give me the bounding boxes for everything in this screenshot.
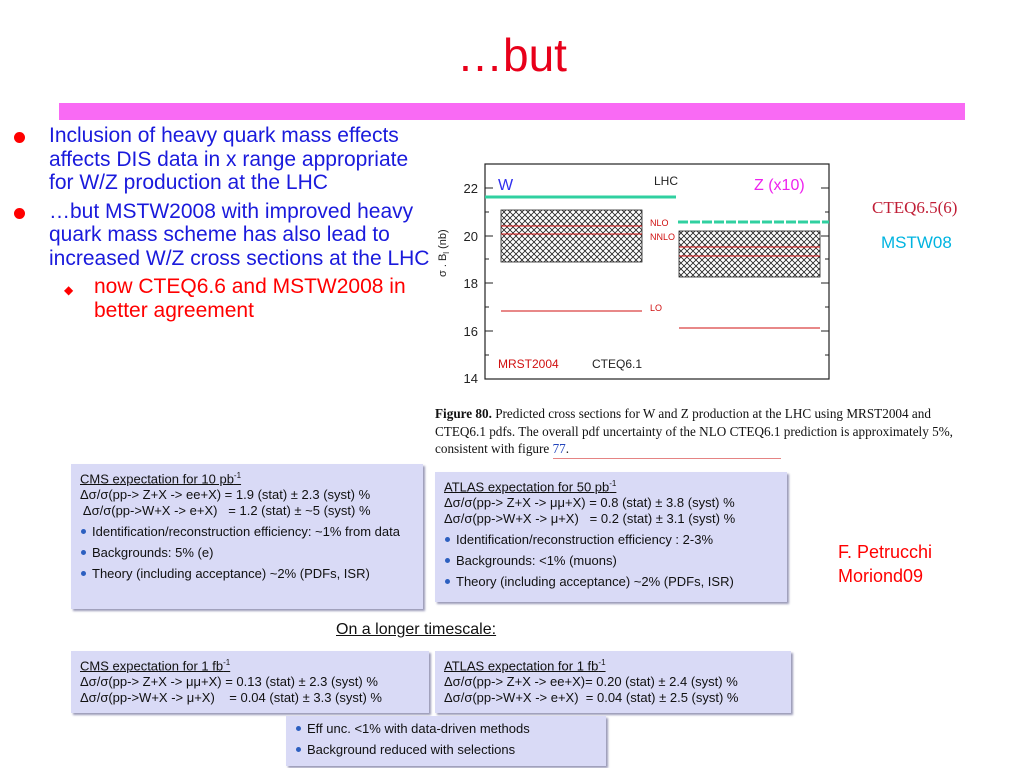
atlas-50pb-line1: Δσ/σ(pp-> Z+X -> μμ+X) = 0.8 (stat) ± 3.…: [444, 495, 735, 511]
cms-1fb-header-sup: -1: [223, 658, 231, 667]
atlas-1fb-line2: Δσ/σ(pp->W+X -> e+X) = 0.04 (stat) ± 2.5…: [444, 690, 739, 706]
caption-underline: [553, 458, 781, 459]
sub-bullet-text: now CTEQ6.6 and MSTW2008 in better agree…: [94, 275, 406, 322]
w-nlo-band: [500, 209, 643, 263]
cteq61-label: CTEQ6.1: [592, 357, 642, 371]
figure-reference-link[interactable]: 77: [552, 441, 566, 456]
bullet-dot-icon: [14, 132, 25, 143]
cms-10pb-item: Theory (including acceptance) ~2% (PDFs,…: [92, 566, 370, 582]
efficiency-notes-box: Eff unc. <1% with data-driven methods Ba…: [286, 716, 606, 766]
bullet-dot-icon: [445, 558, 450, 564]
cms-1fb-line2: Δσ/σ(pp->W+X -> μ+X) = 0.04 (stat) ± 3.3…: [80, 690, 382, 706]
cms-10pb-line2: Δσ/σ(pp->W+X -> e+X) = 1.2 (stat) ± ~5 (…: [80, 503, 371, 519]
lo-label: LO: [650, 303, 662, 313]
y-tick-label: 22: [464, 181, 478, 196]
nlo-label: NLO: [650, 218, 669, 228]
y-axis-ticks: [485, 187, 829, 356]
diamond-bullet-icon: ◆: [64, 283, 74, 297]
bullet-item: …but MSTW2008 with improved heavy quark …: [14, 200, 434, 271]
cms-10pb-header-sup: -1: [233, 471, 242, 480]
cms-10pb-line1: Δσ/σ(pp-> Z+X -> ee+X) = 1.9 (stat) ± 2.…: [80, 487, 371, 503]
mstw-label: MSTW08: [881, 233, 952, 252]
list-item: Theory (including acceptance) ~2% (PDFs,…: [80, 566, 415, 582]
w-label: W: [498, 177, 514, 194]
list-item: Eff unc. <1% with data-driven methods: [295, 721, 598, 737]
y-axis-label-unit: (nb): [437, 229, 449, 249]
cms-10pb-item: Backgrounds: 5% (e): [92, 545, 214, 561]
figure-caption-prefix: Figure 80.: [435, 406, 492, 421]
y-tick-label: 20: [464, 229, 478, 244]
efficiency-note: Eff unc. <1% with data-driven methods: [307, 721, 530, 736]
svg-text:σ . Bl(nb): σ . Bl (nb): [437, 229, 451, 277]
figure-caption-line2: CTEQ6.1 pdfs. The overall pdf uncertaint…: [435, 423, 953, 439]
cms-1fb-header: CMS expectation for 1 fb-1: [80, 655, 421, 674]
z-nlo-band: [678, 230, 821, 278]
title-divider-bar: [59, 103, 965, 120]
sub-bullet-item: ◆ now CTEQ6.6 and MSTW2008 in better agr…: [14, 275, 434, 322]
atlas-50pb-header: ATLAS expectation for 50 pb-1: [444, 476, 779, 495]
z-label: Z (x10): [754, 177, 805, 194]
bullet-dot-icon: [296, 747, 301, 752]
atlas-50pb-item: Theory (including acceptance) ~2% (PDFs,…: [456, 574, 734, 590]
y-axis-label-main: σ . B: [437, 254, 449, 277]
atlas-50pb-item: Identification/reconstruction efficiency…: [456, 532, 714, 548]
list-item: Backgrounds: 5% (e): [80, 545, 415, 561]
bullet-dot-icon: [81, 550, 86, 556]
figure-caption-period: .: [565, 441, 570, 456]
nnlo-label: NNLO: [650, 232, 675, 242]
list-item: Theory (including acceptance) ~2% (PDFs,…: [444, 574, 779, 590]
cms-10pb-box: CMS expectation for 10 pb-1 Δσ/σ(pp-> Z+…: [71, 464, 423, 609]
bullet-dot-icon: [14, 207, 25, 219]
y-axis-label-subscript: l: [442, 252, 451, 254]
atlas-1fb-header-sup: -1: [598, 658, 606, 667]
atlas-1fb-line1: Δσ/σ(pp-> Z+X -> ee+X)= 0.20 (stat) ± 2.…: [444, 674, 738, 690]
cms-1fb-header-text: CMS expectation for 1 fb: [80, 658, 224, 674]
plot-frame: [484, 163, 830, 380]
cteq-label: CTEQ6.5(6): [872, 198, 958, 217]
slide-title: …but: [457, 29, 567, 81]
bullet-dot-icon: [81, 529, 86, 535]
bullet-dot-icon: [445, 537, 450, 543]
figure-caption: Figure 80. Predicted cross sections for …: [435, 405, 1020, 458]
author-venue: Moriond09: [838, 566, 924, 586]
cms-1fb-box: CMS expectation for 1 fb-1 Δσ/σ(pp-> Z+X…: [71, 651, 429, 713]
atlas-50pb-header-text: ATLAS expectation for 50 pb: [444, 479, 610, 495]
atlas-50pb-line2: Δσ/σ(pp->W+X -> μ+X) = 0.2 (stat) ± 3.1 …: [444, 511, 736, 527]
cms-10pb-header-text: CMS expectation for 10 pb: [80, 471, 234, 487]
list-item: Identification/reconstruction efficiency…: [80, 524, 415, 540]
cms-1fb-line1: Δσ/σ(pp-> Z+X -> μμ+X) = 0.13 (stat) ± 2…: [80, 674, 378, 690]
figure-caption-line1: Predicted cross sections for W and Z pro…: [495, 406, 931, 421]
longer-timescale-heading: On a longer timescale:: [336, 621, 497, 638]
atlas-1fb-header-text: ATLAS expectation for 1 fb: [444, 658, 599, 674]
lhc-label: LHC: [654, 174, 678, 188]
bullet-dot-icon: [445, 579, 450, 585]
atlas-50pb-item: Backgrounds: <1% (muons): [456, 553, 617, 569]
efficiency-note: Background reduced with selections: [307, 742, 516, 757]
list-item: Identification/reconstruction efficiency…: [444, 532, 779, 548]
bullet-dot-icon: [296, 726, 301, 731]
atlas-1fb-header: ATLAS expectation for 1 fb-1: [444, 655, 783, 674]
atlas-50pb-header-sup: -1: [609, 479, 617, 488]
list-item: Backgrounds: <1% (muons): [444, 553, 779, 569]
y-axis-label: σ . Bl (nb): [437, 229, 451, 277]
bullet-item: Inclusion of heavy quark mass effects af…: [14, 124, 434, 195]
bullet-list: Inclusion of heavy quark mass effects af…: [14, 124, 434, 322]
atlas-50pb-box: ATLAS expectation for 50 pb-1 Δσ/σ(pp-> …: [435, 472, 787, 602]
cms-10pb-item: Identification/reconstruction efficiency…: [92, 524, 400, 540]
atlas-1fb-box: ATLAS expectation for 1 fb-1 Δσ/σ(pp-> Z…: [435, 651, 791, 713]
list-item: Background reduced with selections: [295, 742, 598, 758]
author-credit: F. Petrucchi Moriond09: [838, 540, 932, 588]
bullet-text: …but MSTW2008 with improved heavy quark …: [49, 199, 430, 270]
cms-10pb-header: CMS expectation for 10 pb-1: [80, 468, 415, 487]
figure-caption-line3: consistent with figure: [435, 441, 550, 456]
y-tick-label: 18: [464, 276, 478, 291]
bullet-dot-icon: [81, 571, 86, 577]
y-tick-label: 14: [464, 371, 478, 386]
bullet-text: Inclusion of heavy quark mass effects af…: [49, 124, 409, 194]
author-name: F. Petrucchi: [838, 542, 933, 562]
mrst-label: MRST2004: [498, 357, 559, 371]
cross-section-plot: 22 20 18 16 14 σ . Bl(nb) W LHC Z (x10) …: [437, 163, 830, 386]
y-tick-label: 16: [464, 324, 478, 339]
